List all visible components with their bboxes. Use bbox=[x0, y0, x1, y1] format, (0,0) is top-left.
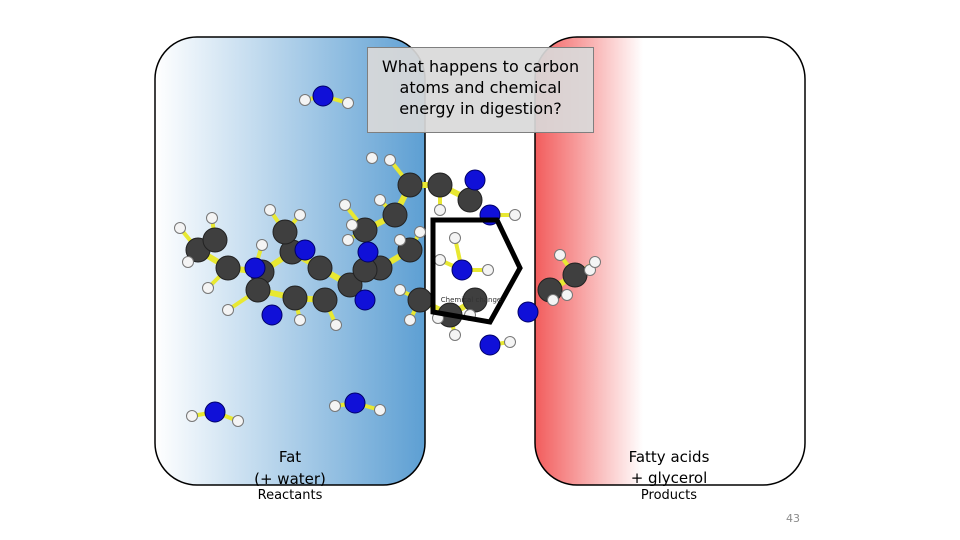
carbon-atom bbox=[272, 219, 298, 245]
carbon-atom bbox=[337, 272, 363, 298]
hydrogen-atom bbox=[434, 204, 446, 216]
hydrogen-atom bbox=[561, 289, 573, 301]
hydrogen-atom bbox=[202, 282, 214, 294]
products-line: Fatty acids bbox=[628, 448, 710, 466]
carbon-atom bbox=[397, 172, 423, 198]
hydrogen-atom bbox=[404, 314, 416, 326]
oxygen-atom bbox=[354, 289, 376, 311]
carbon-atom bbox=[202, 227, 228, 253]
hydrogen-atom bbox=[509, 209, 521, 221]
hydrogen-atom bbox=[366, 152, 378, 164]
hydrogen-atom bbox=[294, 314, 306, 326]
carbon-atom bbox=[245, 277, 271, 303]
hydrogen-atom bbox=[330, 319, 342, 331]
hydrogen-atom bbox=[414, 226, 426, 238]
hydrogen-atom bbox=[339, 199, 351, 211]
carbon-atom bbox=[215, 255, 241, 281]
hydrogen-atom bbox=[329, 400, 341, 412]
hydrogen-atom bbox=[504, 336, 516, 348]
hydrogen-atom bbox=[182, 256, 194, 268]
oxygen-atom bbox=[294, 239, 316, 261]
hydrogen-atom bbox=[232, 415, 244, 427]
oxygen-atom bbox=[464, 169, 486, 191]
hydrogen-atom bbox=[554, 249, 566, 261]
hydrogen-atom bbox=[434, 254, 446, 266]
carbon-atom bbox=[312, 287, 338, 313]
hydrogen-atom bbox=[294, 209, 306, 221]
hydrogen-atom bbox=[186, 410, 198, 422]
hydrogen-atom bbox=[374, 194, 386, 206]
hydrogen-atom bbox=[342, 234, 354, 246]
oxygen-atom bbox=[479, 334, 501, 356]
carbon-atom bbox=[307, 255, 333, 281]
oxygen-atom bbox=[261, 304, 283, 326]
reaction-arrow bbox=[430, 217, 523, 325]
carbon-atom bbox=[457, 187, 483, 213]
hydrogen-atom bbox=[222, 304, 234, 316]
products-line: + glycerol bbox=[630, 469, 708, 487]
carbon-atom bbox=[427, 172, 453, 198]
hydrogen-atom bbox=[482, 264, 494, 276]
hydrogen-atom bbox=[589, 256, 601, 268]
reactants-line: Fat bbox=[278, 448, 302, 466]
products-box bbox=[534, 36, 806, 486]
oxygen-atom bbox=[244, 257, 266, 279]
title: What happens to carbon atoms and chemica… bbox=[367, 47, 594, 133]
hydrogen-atom bbox=[374, 404, 386, 416]
oxygen-atom bbox=[204, 401, 226, 423]
oxygen-atom bbox=[312, 85, 334, 107]
arrow-label: Chemical change bbox=[440, 296, 502, 304]
hydrogen-atom bbox=[346, 219, 358, 231]
products-caption: Products bbox=[640, 488, 698, 503]
hydrogen-atom bbox=[264, 204, 276, 216]
hydrogen-atom bbox=[547, 294, 559, 306]
hydrogen-atom bbox=[384, 154, 396, 166]
hydrogen-atom bbox=[449, 232, 461, 244]
carbon-atom bbox=[407, 287, 433, 313]
hydrogen-atom bbox=[394, 284, 406, 296]
carbon-atom bbox=[562, 262, 588, 288]
carbon-atom bbox=[382, 202, 408, 228]
slide-number: 43 bbox=[786, 512, 800, 525]
oxygen-atom bbox=[517, 301, 539, 323]
oxygen-atom bbox=[451, 259, 473, 281]
reactants-line: (+ water) bbox=[254, 470, 326, 488]
hydrogen-atom bbox=[394, 234, 406, 246]
hydrogen-atom bbox=[449, 329, 461, 341]
molecules bbox=[174, 85, 601, 427]
carbon-atom bbox=[282, 285, 308, 311]
hydrogen-atom bbox=[299, 94, 311, 106]
hydrogen-atom bbox=[174, 222, 186, 234]
hydrogen-atom bbox=[342, 97, 354, 109]
hydrogen-atom bbox=[206, 212, 218, 224]
hydrogen-atom bbox=[256, 239, 268, 251]
reactants-caption: Reactants bbox=[257, 488, 323, 503]
oxygen-atom bbox=[344, 392, 366, 414]
oxygen-atom bbox=[357, 241, 379, 263]
